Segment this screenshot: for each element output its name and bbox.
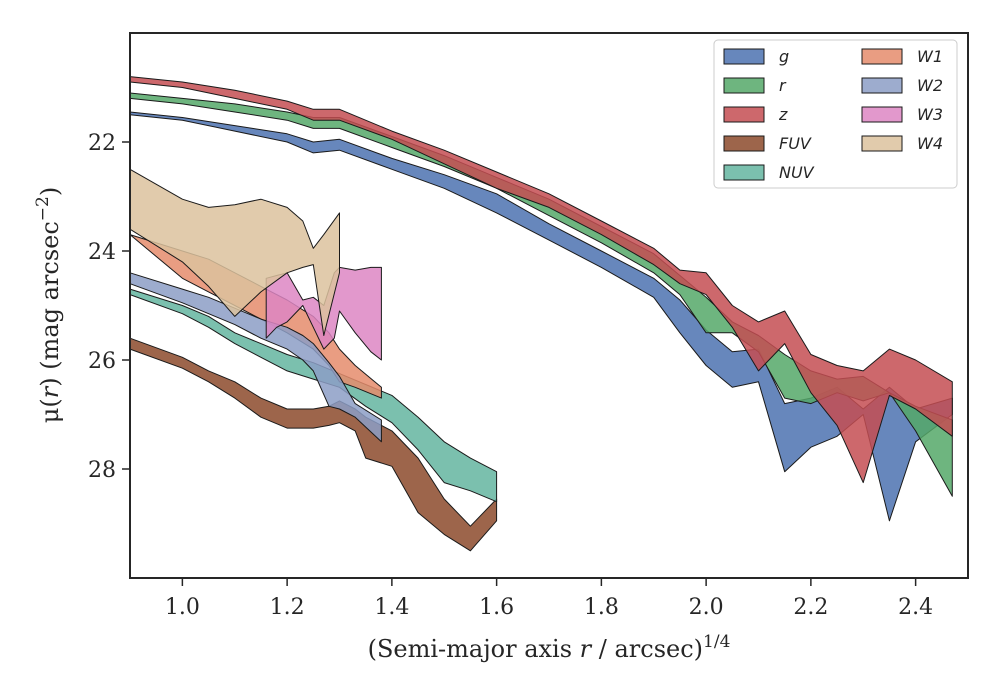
legend-swatch-g <box>723 48 765 65</box>
band-w2 <box>129 272 382 443</box>
legend-swatch-r <box>723 77 765 94</box>
legend-label-r: r <box>779 76 787 95</box>
y-axis: 22 24 26 28 <box>88 131 130 483</box>
y-axis-label: μ(r) (mag arcsec−2) <box>33 187 64 424</box>
legend-swatch-w2 <box>861 77 903 94</box>
x-tick-label: 1.0 <box>165 595 200 620</box>
x-axis: 1.0 1.2 1.4 1.6 1.8 2.0 2.2 2.4 <box>165 578 933 620</box>
legend-label-w2: W2 <box>917 76 943 95</box>
chart-bands <box>129 76 953 552</box>
legend-swatch-nuv <box>723 164 765 181</box>
legend-swatch-w4 <box>861 135 903 152</box>
legend: grz FUV NUV W1 W2 W3 W4 <box>713 39 958 189</box>
band-fuv <box>129 337 498 552</box>
legend-label-nuv: NUV <box>779 163 815 182</box>
y-tick-label: 22 <box>88 131 116 156</box>
plot-frame <box>129 32 969 579</box>
x-tick-label: 2.0 <box>689 595 724 620</box>
y-tick-label: 28 <box>88 458 116 483</box>
x-tick-label: 1.4 <box>374 595 409 620</box>
legend-swatch-w1 <box>861 48 903 65</box>
legend-label-fuv: FUV <box>779 134 812 153</box>
x-tick-label: 1.2 <box>270 595 305 620</box>
legend-label-z: z <box>778 105 788 124</box>
legend-label-g: g <box>779 47 789 66</box>
y-tick-label: 24 <box>88 240 116 265</box>
legend-swatch-fuv <box>723 135 765 152</box>
band-w4 <box>129 168 340 336</box>
x-axis-label: (Semi-major axis r / arcsec)1/4 <box>368 632 731 663</box>
x-tick-label: 1.6 <box>479 595 514 620</box>
x-tick-label: 1.8 <box>584 595 619 620</box>
x-tick-label: 2.4 <box>898 595 933 620</box>
legend-label-w1: W1 <box>917 47 943 66</box>
legend-label-w3: W3 <box>917 105 943 124</box>
band-nuv <box>129 288 498 503</box>
y-tick-label: 26 <box>88 349 116 374</box>
legend-swatch-z <box>723 106 765 123</box>
x-tick-label: 2.2 <box>793 595 828 620</box>
legend-label-w4: W4 <box>917 134 943 153</box>
band-z <box>129 76 953 484</box>
legend-swatch-w3 <box>861 106 903 123</box>
